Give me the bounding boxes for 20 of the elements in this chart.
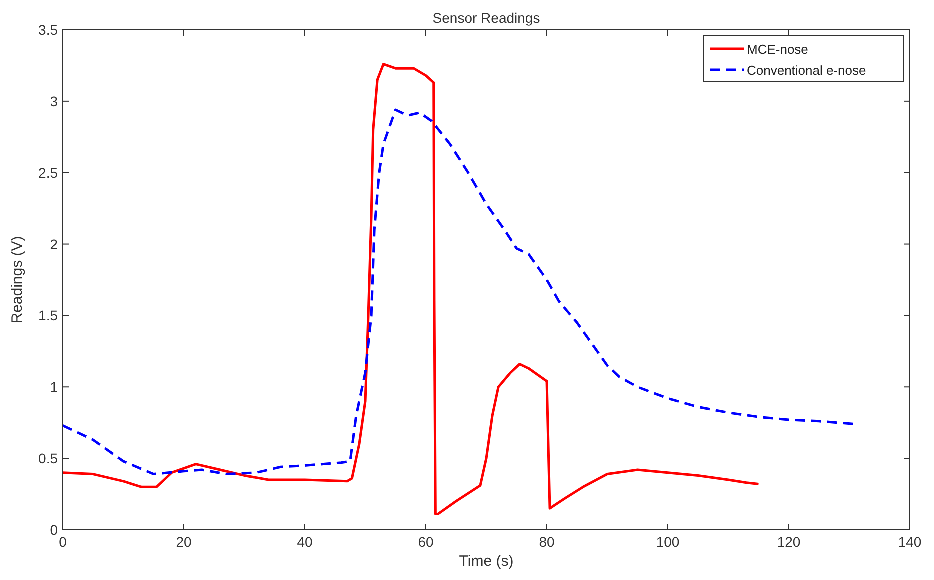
x-tick-label: 120 — [777, 534, 801, 550]
y-tick-label: 1 — [50, 379, 58, 396]
x-tick-label: 140 — [898, 534, 922, 550]
y-tick-label: 2 — [50, 236, 58, 252]
x-axis-title: Time (s) — [459, 553, 514, 570]
y-tick-label: 0.5 — [38, 450, 58, 467]
legend-label: MCE-nose — [747, 42, 808, 57]
x-tick-label: 20 — [176, 534, 192, 550]
y-tick-label: 3.5 — [38, 22, 58, 38]
y-tick-label: 3 — [50, 93, 58, 110]
x-tick-label: 100 — [656, 534, 680, 550]
y-axis-title: Readings (V) — [9, 236, 26, 324]
y-tick-label: 1.5 — [38, 308, 58, 324]
x-tick-label: 80 — [539, 534, 555, 550]
legend-label: Conventional e-nose — [747, 63, 866, 78]
y-tick-label: 0 — [50, 522, 58, 538]
chart-title: Sensor Readings — [432, 10, 540, 26]
x-tick-label: 60 — [418, 534, 434, 550]
y-tick-label: 2.5 — [38, 164, 58, 181]
x-tick-label: 40 — [297, 534, 313, 550]
